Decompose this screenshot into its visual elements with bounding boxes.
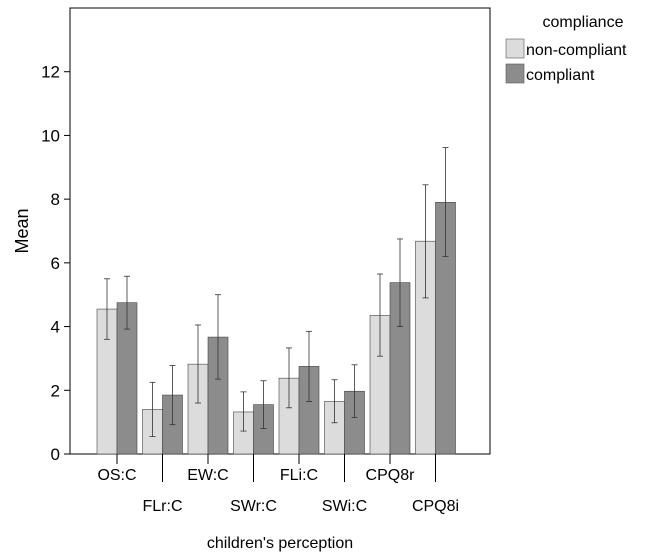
legend: compliance non-compliant compliant — [505, 14, 627, 84]
x-tick-label: FLi:C — [280, 467, 318, 484]
legend-label: compliant — [526, 67, 595, 84]
error-bars-layer — [104, 147, 449, 437]
y-tick-label: 6 — [51, 254, 60, 273]
legend-swatch — [505, 38, 525, 59]
y-tick-label: 12 — [41, 63, 60, 82]
legend-title: compliance — [543, 14, 624, 31]
x-tick-label: FLr:C — [143, 498, 183, 515]
x-tick-label: SWr:C — [230, 498, 277, 515]
x-tick-label: SWi:C — [322, 498, 367, 515]
y-axis: 0 2 4 6 8 10 12 — [41, 63, 70, 464]
x-tick-label: OS:C — [97, 467, 136, 484]
x-axis-label: children's perception — [207, 535, 353, 552]
y-tick-label: 10 — [41, 126, 60, 145]
x-tick-label: CPQ8r — [366, 467, 416, 484]
y-tick-label: 2 — [51, 381, 60, 400]
x-tick-label: CPQ8i — [412, 498, 459, 515]
y-tick-label: 8 — [51, 190, 60, 209]
legend-swatch — [505, 63, 525, 84]
legend-label: non-compliant — [526, 42, 627, 59]
y-tick-label: 0 — [51, 445, 60, 464]
bars-layer — [96, 202, 456, 455]
y-tick-label: 4 — [51, 318, 60, 337]
y-axis-label: Mean — [12, 208, 32, 253]
x-tick-label: EW:C — [187, 467, 228, 484]
